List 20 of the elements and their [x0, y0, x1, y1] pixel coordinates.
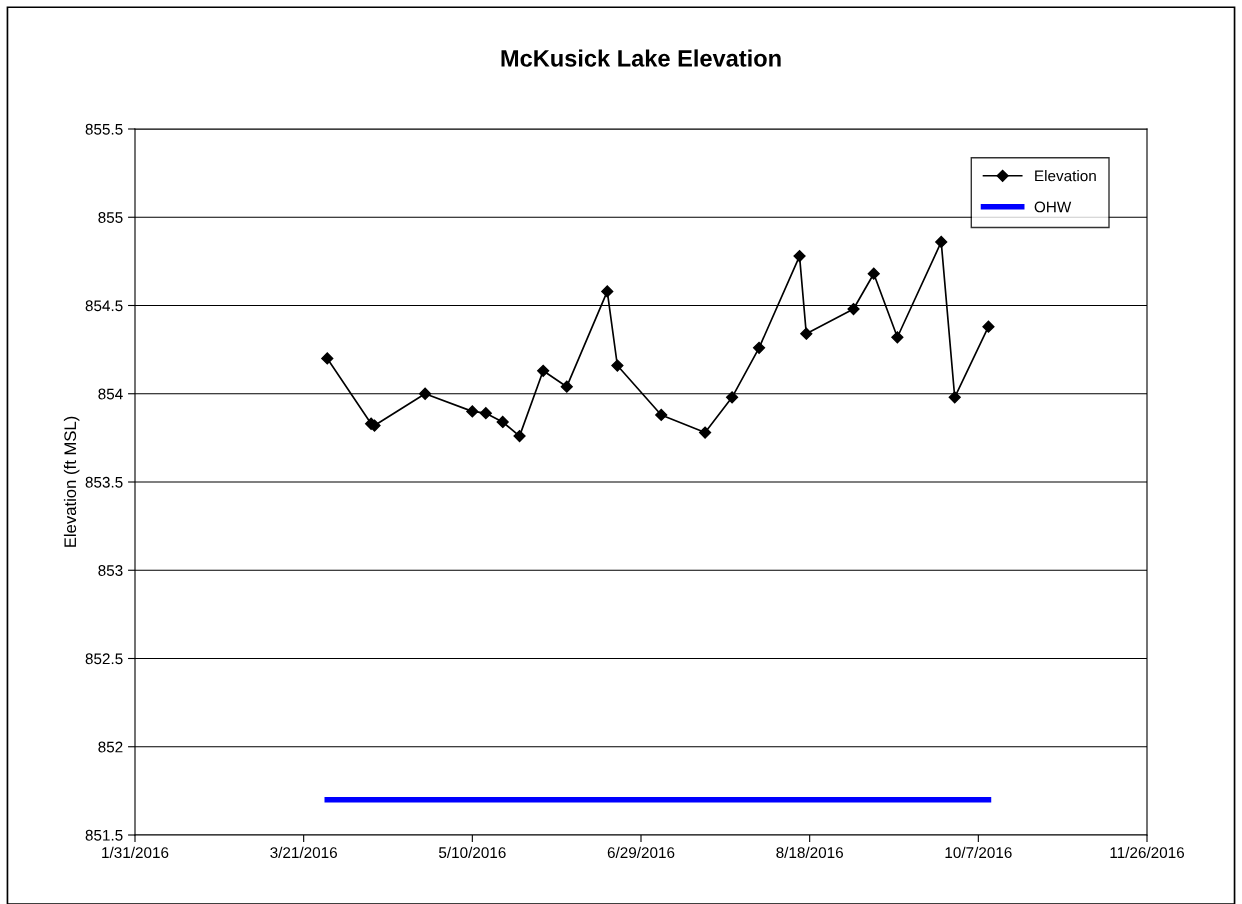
legend-label: OHW — [1034, 201, 1072, 213]
y-tick-label: 853.5 — [85, 476, 123, 488]
y-tick-label: 851.5 — [85, 829, 123, 841]
y-tick-label: 854.5 — [85, 300, 123, 312]
y-tick-label: 853 — [98, 565, 123, 576]
y-tick-label: 855 — [98, 212, 123, 223]
x-tick-label: 11/26/2016 — [1110, 846, 1184, 859]
chart-title: McKusick Lake Elevation — [501, 49, 781, 67]
y-tick-label: 852.5 — [85, 653, 123, 665]
y-tick-label: 855.5 — [85, 123, 123, 135]
x-tick-label: 6/29/2016 — [607, 846, 675, 859]
y-tick-label: 854 — [98, 388, 123, 400]
x-tick-label: 3/21/2016 — [270, 846, 337, 859]
x-tick-label: 8/18/2016 — [776, 846, 843, 859]
y-tick-label: 852 — [98, 741, 123, 753]
legend-label: Elevation — [1035, 170, 1096, 182]
x-tick-label: 1/31/2016 — [102, 846, 169, 859]
x-tick-label: 5/10/2016 — [438, 846, 506, 859]
x-tick-label: 10/7/2016 — [945, 846, 1012, 859]
y-axis-title: Elevation (ft MSL) — [63, 416, 80, 547]
